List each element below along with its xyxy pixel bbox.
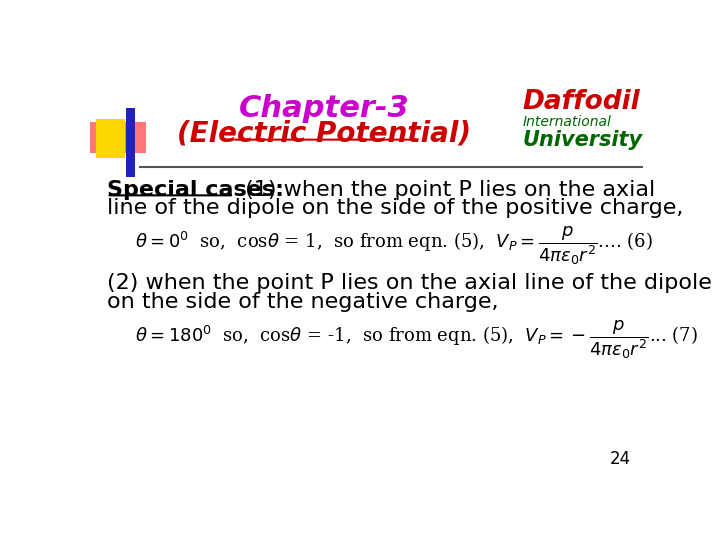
Text: $\theta = 180^0$  so,  cos$\theta$ = -1,  so from eqn. (5),  $V_P = -\dfrac{p}{4: $\theta = 180^0$ so, cos$\theta$ = -1, s…	[135, 318, 698, 361]
Text: Chapter-3: Chapter-3	[239, 94, 410, 123]
Bar	[126, 109, 135, 177]
Text: (1) when the point P lies on the axial: (1) when the point P lies on the axial	[238, 179, 655, 200]
Text: (Electric Potential): (Electric Potential)	[177, 119, 472, 147]
Text: line of the dipole on the side of the positive charge,: line of the dipole on the side of the po…	[107, 198, 683, 218]
Bar	[96, 119, 125, 158]
Text: on the side of the negative charge,: on the side of the negative charge,	[107, 292, 498, 312]
FancyArrow shape	[90, 122, 145, 153]
Text: $\theta = 0^0$  so,  cos$\theta$ = 1,  so from eqn. (5),  $V_P = \dfrac{p}{4\pi\: $\theta = 0^0$ so, cos$\theta$ = 1, so f…	[135, 224, 652, 267]
Text: (2) when the point P lies on the axial line of the dipole: (2) when the point P lies on the axial l…	[107, 273, 711, 293]
Text: Daffodil: Daffodil	[523, 89, 640, 115]
Text: 24: 24	[610, 450, 631, 468]
Text: International: International	[523, 115, 611, 129]
Text: Special cases:: Special cases:	[107, 179, 284, 200]
Text: University: University	[523, 130, 642, 150]
